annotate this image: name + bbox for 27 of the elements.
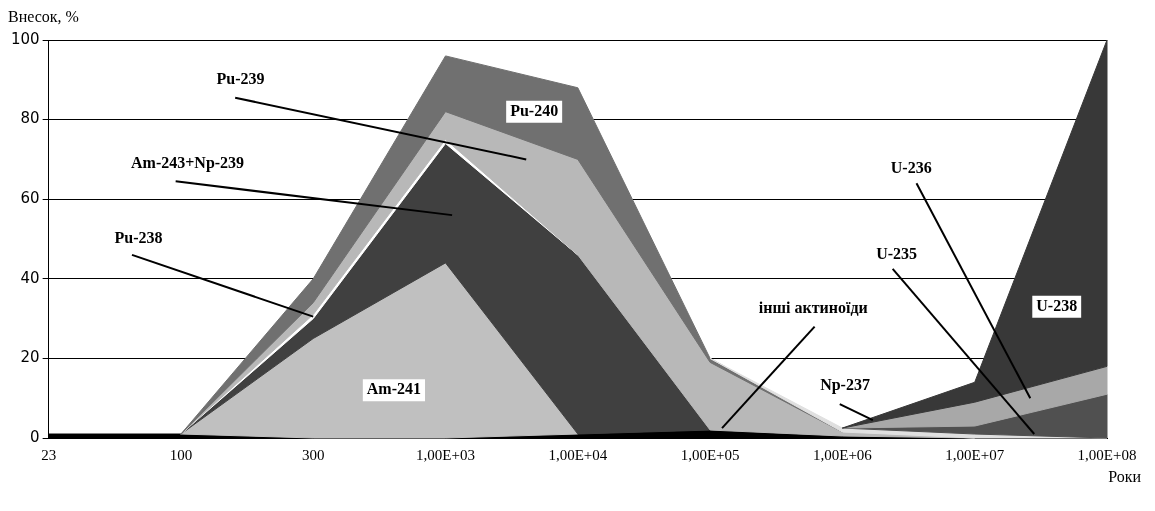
y-axis-title: Внесок, % [8,8,80,27]
y-tick-label: 60 [20,189,40,208]
text: U-236 [890,159,932,177]
series-label: Am-241 [366,380,422,398]
series-label: Np-237 [820,376,870,395]
x-tick-label: 1,00E+03 [416,446,475,463]
series-label: Pu-240 [510,101,559,119]
x-tick-label: 100 [169,446,193,463]
x-tick-label: 1,00E+06 [812,446,873,463]
y-tick-label: 100 [10,29,40,48]
series-label: U-238 [1036,296,1078,314]
text: Pu-239 [216,69,265,87]
x-tick-label: 23 [41,446,57,463]
text: інші актиноїди [758,298,868,316]
y-tick-label: 80 [20,109,40,128]
y-tick-label: 20 [20,348,40,367]
y-tick-label: 0 [30,427,40,446]
text: Am-243+Np-239 [130,153,245,172]
x-tick-label: 1,00E+08 [1077,446,1137,463]
text: Pu-238 [114,229,163,247]
y-tick-label: 40 [20,268,40,287]
x-tick-label: 1,00E+04 [548,446,608,463]
x-tick-label: 1,00E+07 [945,446,1005,463]
text: U-235 [876,245,918,263]
x-tick-label: 300 [301,446,325,463]
x-tick-label: 1,00E+05 [680,446,740,463]
x-axis-title: Роки [1107,468,1142,486]
